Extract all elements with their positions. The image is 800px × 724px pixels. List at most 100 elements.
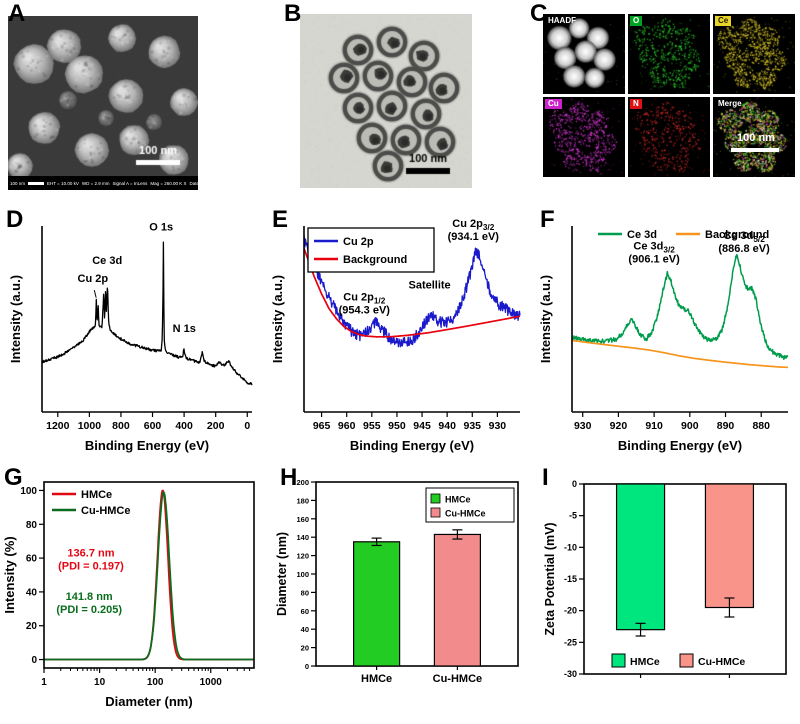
panel-g-label: G <box>4 464 23 491</box>
svg-text:Intensity (%): Intensity (%) <box>2 536 17 613</box>
svg-text:935: 935 <box>464 420 482 432</box>
svg-text:Binding Energy (eV): Binding Energy (eV) <box>350 438 474 453</box>
eds-map-copper <box>543 97 625 177</box>
panel-e-label: E <box>272 206 289 233</box>
panel-f-label: F <box>540 206 555 233</box>
svg-text:930: 930 <box>489 420 507 432</box>
eds-map-cerium <box>713 14 795 94</box>
svg-text:1000: 1000 <box>200 677 223 688</box>
panel-b-label: B <box>284 0 302 27</box>
svg-text:80: 80 <box>26 520 38 531</box>
map-label-cerium: Ce <box>715 16 732 26</box>
svg-text:Intensity (a.u.): Intensity (a.u.) <box>270 275 285 363</box>
eds-maps-grid: HAADF O Ce Cu N Merge 100 nm <box>543 14 795 177</box>
svg-text:0: 0 <box>244 420 250 432</box>
svg-text:Diameter (nm): Diameter (nm) <box>275 532 289 616</box>
svg-text:400: 400 <box>175 420 193 432</box>
svg-text:-15: -15 <box>564 574 577 584</box>
svg-text:0: 0 <box>31 655 37 666</box>
sem-image <box>8 16 198 176</box>
svg-text:930: 930 <box>574 420 592 432</box>
svg-text:1: 1 <box>41 677 47 688</box>
svg-text:920: 920 <box>610 420 628 432</box>
scalebar-c <box>731 148 779 152</box>
svg-text:800: 800 <box>112 420 130 432</box>
sem-meta-mag: Mag = 260.00 K X <box>150 180 187 186</box>
svg-text:O 1s: O 1s <box>149 222 173 234</box>
svg-text:136.7 nm(PDI = 0.197): 136.7 nm (PDI = 0.197) <box>58 547 124 572</box>
map-label-haadf: HAADF <box>548 16 576 25</box>
svg-text:100: 100 <box>20 486 37 497</box>
svg-text:Cu-HMCe: Cu-HMCe <box>433 673 483 685</box>
svg-text:60: 60 <box>26 554 38 565</box>
svg-text:141.8 nm(PDI = 0.205): 141.8 nm (PDI = 0.205) <box>56 591 122 616</box>
eds-map-nitrogen <box>628 97 710 177</box>
ce3d-xps-chart: 930 920 910 900 890 880 Binding Energy (eV) Int… <box>538 226 789 453</box>
svg-text:20: 20 <box>26 621 38 632</box>
svg-text:900: 900 <box>681 420 699 432</box>
eds-map-merge <box>713 97 795 177</box>
svg-text:HMCe: HMCe <box>361 673 392 685</box>
svg-text:HMCe: HMCe <box>630 656 660 668</box>
svg-text:120: 120 <box>296 552 309 561</box>
svg-text:Cu 2p: Cu 2p <box>343 236 374 248</box>
sem-meta-scale-label: 100 nm <box>10 180 26 186</box>
svg-text:945: 945 <box>413 420 431 432</box>
map-label-merge: Merge <box>718 99 742 108</box>
svg-text:Background: Background <box>705 229 769 241</box>
panel-d-label: D <box>6 206 24 233</box>
sem-meta-signal: Signal A = InLens <box>112 180 148 186</box>
svg-text:910: 910 <box>645 420 663 432</box>
svg-text:Ce 3d: Ce 3d <box>627 229 657 241</box>
sem-meta-scalebar <box>28 181 45 185</box>
svg-text:-30: -30 <box>564 669 577 679</box>
svg-text:N 1s: N 1s <box>173 323 196 335</box>
diameter-bar-chart: 0 20 40 60 80 100 120 140 160 180 200 HMCe Cu-HMCe Di… <box>275 478 519 685</box>
svg-text:Diameter (nm): Diameter (nm) <box>105 694 192 709</box>
svg-text:0: 0 <box>305 662 309 671</box>
svg-text:Cu 2p3/2(934.1 eV): Cu 2p3/2 (934.1 eV) <box>448 218 500 243</box>
panel-c-label: C <box>530 0 548 27</box>
svg-text:Ce 3d: Ce 3d <box>92 255 122 267</box>
zeta-potential-chart: 0 -5 -10 -15 -20 -25 -30 Zeta Potential (mV) HMC… <box>543 479 787 679</box>
tem-image <box>300 14 472 188</box>
svg-text:600: 600 <box>144 420 162 432</box>
svg-text:Cu 2p1/2(954.3 eV): Cu 2p1/2 (954.3 eV) <box>339 291 391 316</box>
svg-text:Background: Background <box>343 254 407 266</box>
svg-text:880: 880 <box>752 420 770 432</box>
svg-text:HMCe: HMCe <box>81 489 112 501</box>
svg-text:60: 60 <box>301 607 309 616</box>
svg-text:HMCe: HMCe <box>445 495 471 505</box>
sem-meta-wd: WD = 2.9 mm <box>81 180 110 186</box>
svg-text:940: 940 <box>438 420 456 432</box>
svg-text:955: 955 <box>363 420 381 432</box>
svg-text:1000: 1000 <box>78 420 102 432</box>
svg-text:-25: -25 <box>564 637 577 647</box>
svg-text:Zeta Potential (mV): Zeta Potential (mV) <box>543 522 557 635</box>
map-label-copper: Cu <box>545 99 562 109</box>
panel-a-label: A <box>8 0 26 27</box>
svg-text:965: 965 <box>313 420 331 432</box>
svg-text:950: 950 <box>388 420 406 432</box>
panel-h-label: H <box>280 464 298 491</box>
svg-text:10: 10 <box>94 677 106 688</box>
panel-i-label: I <box>542 464 549 491</box>
svg-text:Cu-HMCe: Cu-HMCe <box>81 505 131 517</box>
svg-text:Cu-HMCe: Cu-HMCe <box>698 656 745 668</box>
sem-metadata-bar: 100 nm EHT = 10.00 kV WD = 2.9 mm Signal… <box>8 176 198 190</box>
svg-text:160: 160 <box>296 515 309 524</box>
svg-text:0: 0 <box>572 479 577 489</box>
map-label-nitrogen: N <box>630 99 642 109</box>
svg-text:40: 40 <box>301 625 309 634</box>
svg-text:200: 200 <box>207 420 225 432</box>
cu2p-xps-chart: 965 960 955 950 945 940 935 930 Binding Energy (… <box>270 218 521 453</box>
sem-meta-eht: EHT = 10.00 kV <box>47 180 79 186</box>
scalebar-c-label: 100 nm <box>737 132 775 144</box>
svg-text:Cu-HMCe: Cu-HMCe <box>445 509 486 519</box>
svg-text:-20: -20 <box>564 606 577 616</box>
svg-text:Satellite: Satellite <box>408 279 450 291</box>
svg-text:20: 20 <box>301 644 309 653</box>
svg-text:Intensity (a.u.): Intensity (a.u.) <box>538 275 553 363</box>
svg-text:Cu 2p: Cu 2p <box>78 273 109 285</box>
